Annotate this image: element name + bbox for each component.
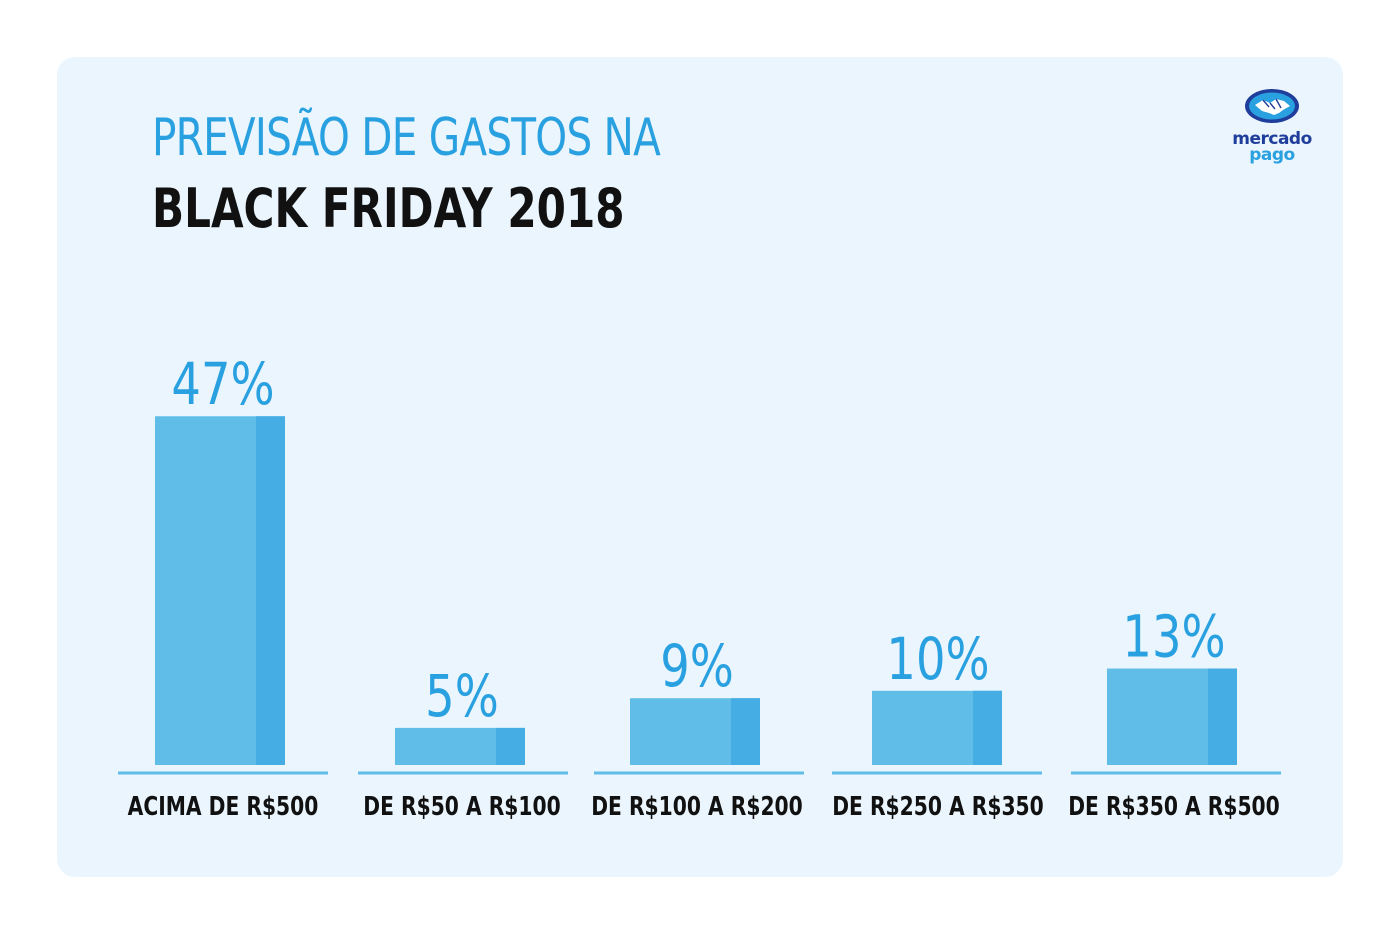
logo-word-mercado: mercado [1232, 129, 1312, 149]
handshake-icon [1245, 89, 1299, 123]
logo-word-pago: pago [1249, 145, 1295, 165]
title-line-2: BLACK FRIDAY 2018 [152, 177, 625, 240]
mercado-pago-logo: mercado pago [1226, 86, 1318, 164]
bar-group: 5% DE R$50 A R$100 [358, 663, 568, 822]
bar-shade [496, 727, 525, 765]
data-label: 13% [1122, 604, 1225, 671]
baseline-segment [832, 771, 1042, 775]
bar-group: 10% DE R$250 A R$350 [832, 626, 1044, 822]
data-label: 10% [886, 626, 989, 693]
baseline-segment [358, 771, 568, 775]
category-label: ACIMA DE R$500 [128, 792, 319, 822]
baseline-segment [1071, 771, 1281, 775]
baseline-segment [594, 771, 804, 775]
category-label: DE R$50 A R$100 [363, 792, 560, 822]
chart-title: PREVISÃO DE GASTOS NA BLACK FRIDAY 2018 [152, 112, 803, 236]
bar-shade [973, 690, 1002, 765]
category-label: DE R$100 A R$200 [591, 792, 803, 822]
bar-group: 13% DE R$350 A R$500 [1068, 604, 1281, 822]
title-line-1: PREVISÃO DE GASTOS NA [152, 108, 661, 168]
bar-shade [1208, 668, 1237, 765]
bar-shade [731, 698, 760, 765]
data-label: 5% [425, 663, 499, 730]
category-label: DE R$250 A R$350 [832, 792, 1044, 822]
baseline-segment [118, 771, 328, 775]
bar-group: 9% DE R$100 A R$200 [591, 633, 804, 822]
bar-group: 47% ACIMA DE R$500 [118, 351, 328, 822]
data-label: 9% [660, 633, 734, 700]
category-label: DE R$350 A R$500 [1068, 792, 1280, 822]
data-label: 47% [171, 351, 274, 418]
bar-shade [256, 416, 285, 765]
